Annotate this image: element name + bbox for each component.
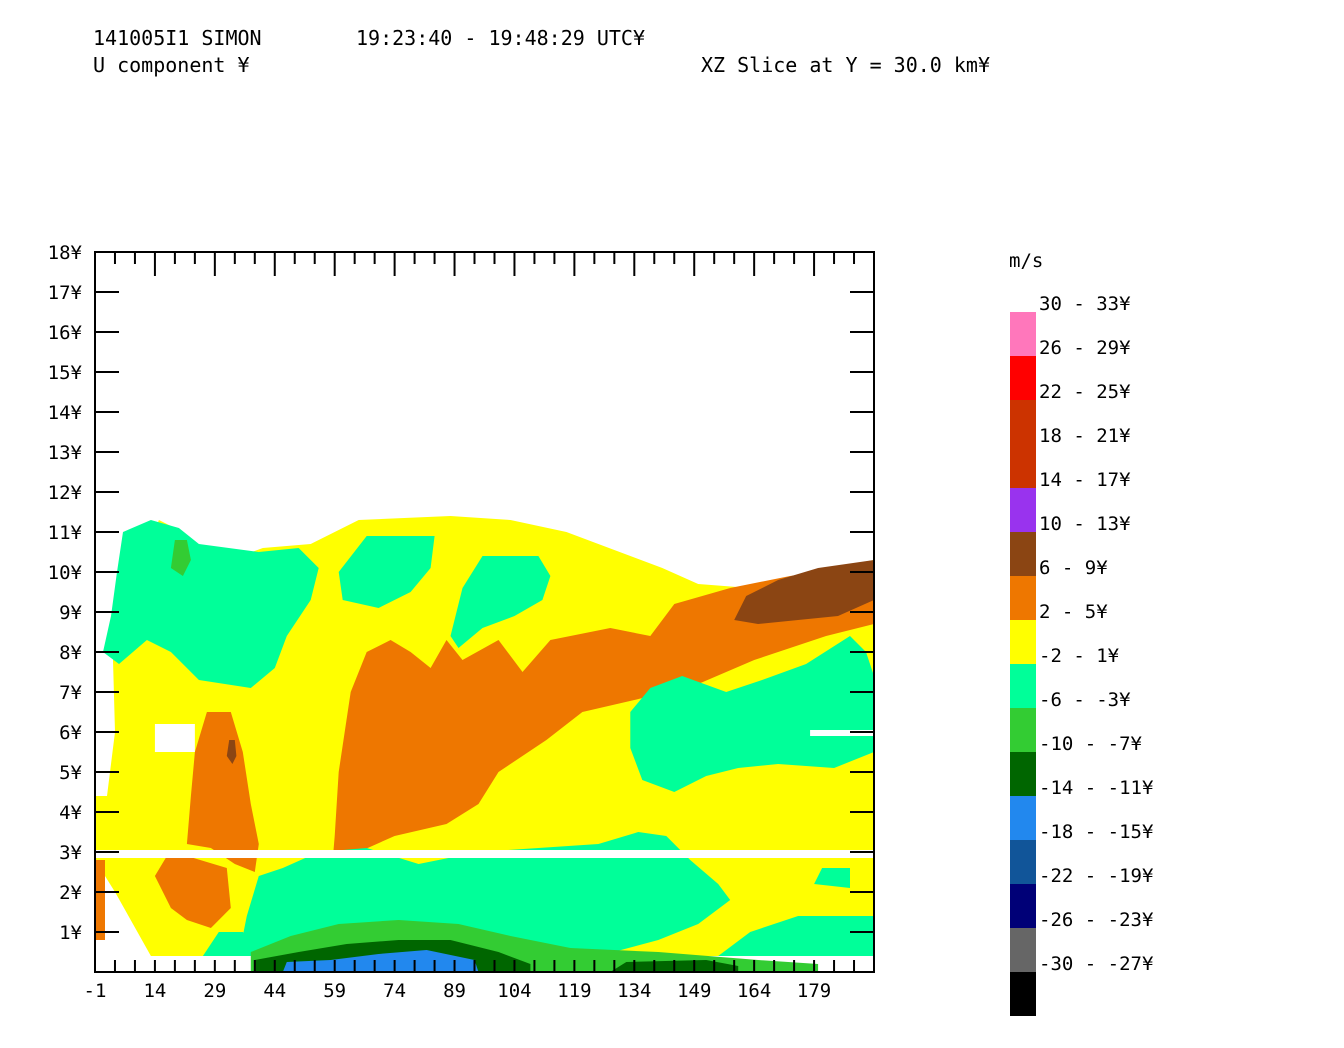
y-tick-label: 18¥ <box>48 242 83 264</box>
legend-swatch <box>1010 356 1036 400</box>
y-tick-label: 13¥ <box>48 442 83 464</box>
legend-swatch <box>1010 884 1036 928</box>
region-orange-left-edge <box>95 860 105 940</box>
y-tick-label: 5¥ <box>59 762 82 784</box>
x-tick-label: 104 <box>497 980 531 1002</box>
slice-label: XZ Slice at Y = 30.0 km¥ <box>701 53 990 77</box>
y-tick-label: 10¥ <box>48 562 83 584</box>
x-tick-label: 119 <box>557 980 591 1002</box>
region-cyan-top-left <box>103 520 319 688</box>
field-name: U component ¥ <box>93 53 250 77</box>
y-tick-label: 16¥ <box>48 322 83 344</box>
y-tick-label: 9¥ <box>59 602 82 624</box>
y-tick-label: 2¥ <box>59 882 82 904</box>
legend-label: -6 - -3¥ <box>1039 689 1131 711</box>
x-tick-label: 59 <box>323 980 346 1002</box>
region-cyan-lower-right <box>718 916 874 956</box>
legend: m/s 30 - 33¥ 26 - 29¥ 22 - 25¥ 18 - 21¥ 14 - … <box>1009 250 1154 1016</box>
x-tick-label: 44 <box>263 980 286 1002</box>
region-cyan-right-small <box>814 868 850 888</box>
region-cyan-right-middle <box>630 636 874 792</box>
y-tick-label: 1¥ <box>59 922 82 944</box>
legend-swatch <box>1010 972 1036 1016</box>
x-tick-label: 179 <box>797 980 831 1002</box>
legend-label: 6 - 9¥ <box>1039 557 1108 579</box>
legend-swatch <box>1010 928 1036 972</box>
legend-swatch <box>1010 708 1036 752</box>
region-cyan-top-middle <box>338 536 435 608</box>
y-tick-label: 11¥ <box>48 522 83 544</box>
legend-swatch <box>1010 400 1036 444</box>
legend-label: -14 - -11¥ <box>1039 777 1154 799</box>
legend-label: -30 - -27¥ <box>1039 953 1154 975</box>
legend-label: -10 - -7¥ <box>1039 733 1143 755</box>
x-tick-label: 149 <box>677 980 711 1002</box>
legend-unit: m/s <box>1009 250 1043 272</box>
legend-label: 18 - 21¥ <box>1039 425 1131 447</box>
y-tick-label: 12¥ <box>48 482 83 504</box>
region-orange-central-band <box>330 564 874 884</box>
legend-swatch <box>1010 488 1036 532</box>
legend-swatch <box>1010 444 1036 488</box>
legend-label: 30 - 33¥ <box>1039 293 1131 315</box>
region-blue-bottom <box>282 950 479 972</box>
legend-swatch <box>1010 664 1036 708</box>
x-tick-label: 89 <box>443 980 466 1002</box>
y-tick-label: 15¥ <box>48 362 83 384</box>
legend-swatch <box>1010 312 1036 356</box>
missing-data-gap-1 <box>154 724 195 752</box>
missing-data-gap-2 <box>810 730 874 736</box>
y-tick-label: 17¥ <box>48 282 83 304</box>
y-tick-label: 6¥ <box>59 722 82 744</box>
legend-label: 10 - 13¥ <box>1039 513 1131 535</box>
region-cyan-bottom-left-shelf <box>202 932 259 956</box>
legend-swatch <box>1010 752 1036 796</box>
legend-swatch <box>1010 840 1036 884</box>
x-tick-label: 74 <box>383 980 406 1002</box>
region-brown-upper-right <box>734 560 874 624</box>
legend-label: 26 - 29¥ <box>1039 337 1131 359</box>
legend-label: -22 - -19¥ <box>1039 865 1154 887</box>
x-axis: -1 14 29 44 59 74 89 104 119 134 149 164 179 <box>84 252 875 1002</box>
velocity-field <box>95 516 874 972</box>
x-tick-label: 14 <box>143 980 166 1002</box>
region-orange-left-blob <box>186 712 259 872</box>
x-tick-label: -1 <box>84 980 107 1002</box>
region-orange-left-lower <box>154 856 231 928</box>
legend-label: 22 - 25¥ <box>1039 381 1131 403</box>
missing-data-gap-0 <box>95 850 874 858</box>
radar-id: 141005I1 SIMON <box>93 26 262 50</box>
legend-label: -18 - -15¥ <box>1039 821 1154 843</box>
legend-label: -2 - 1¥ <box>1039 645 1120 667</box>
legend-swatch <box>1010 796 1036 840</box>
region-green-small-top <box>170 540 191 576</box>
y-tick-label: 3¥ <box>59 842 82 864</box>
legend-swatch <box>1010 620 1036 664</box>
legend-swatch <box>1010 532 1036 576</box>
y-tick-label: 14¥ <box>48 402 83 424</box>
y-tick-label: 4¥ <box>59 802 82 824</box>
x-tick-label: 164 <box>737 980 771 1002</box>
x-tick-label: 134 <box>617 980 651 1002</box>
legend-swatch <box>1010 576 1036 620</box>
region-brown-speck <box>226 740 237 764</box>
x-tick-label: 29 <box>203 980 226 1002</box>
y-tick-label: 7¥ <box>59 682 82 704</box>
y-tick-label: 8¥ <box>59 642 82 664</box>
legend-label: -26 - -23¥ <box>1039 909 1154 931</box>
missing-data-gaps <box>95 724 874 858</box>
legend-label: 2 - 5¥ <box>1039 601 1108 623</box>
region-cyan-top-right <box>450 556 551 648</box>
time-range: 19:23:40 - 19:48:29 UTC¥ <box>356 26 645 50</box>
legend-label: 14 - 17¥ <box>1039 469 1131 491</box>
